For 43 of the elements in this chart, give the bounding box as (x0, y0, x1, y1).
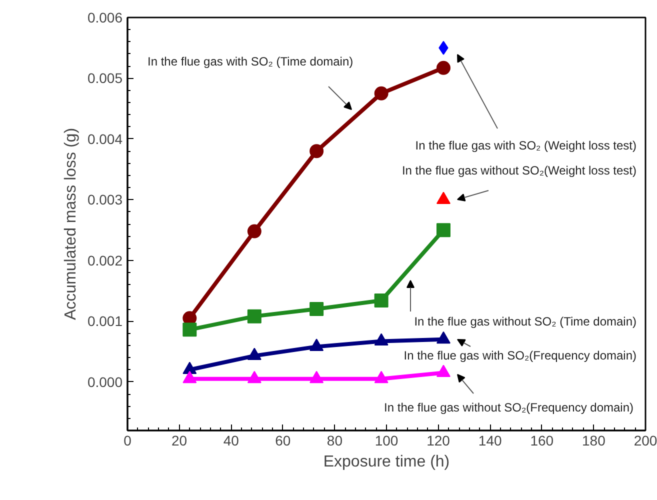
x-tick-label: 180 (582, 432, 606, 448)
point (374, 370, 388, 384)
x-tick-label: 20 (172, 432, 188, 448)
x-axis-title: Exposure time (h) (323, 454, 450, 470)
point (374, 86, 388, 100)
point (247, 348, 262, 360)
annotation: In the flue gas without SO₂(Weight loss test) (402, 164, 637, 178)
annotation: In the flue gas with SO₂ (Weight loss test) (415, 138, 637, 152)
annotation: In the flue gas without SO₂ (Time domain) (414, 314, 637, 328)
y-tick-label: 0.004 (87, 130, 123, 147)
x-tick-label: 40 (223, 432, 240, 448)
y-tick-label: 0.003 (87, 192, 123, 208)
point (182, 370, 197, 384)
point (436, 223, 450, 238)
x-tick-label: 60 (275, 432, 291, 448)
x-tick-label: 120 (426, 432, 450, 448)
point (247, 370, 262, 384)
point (436, 192, 450, 204)
point (247, 309, 262, 324)
y-axis-title: Accumulated mass loss (g) (62, 128, 80, 320)
y-tick-label: 0.005 (87, 70, 123, 86)
point (374, 333, 388, 346)
y-tick-label: 0.006 (87, 10, 123, 26)
point (247, 224, 262, 238)
point (310, 370, 324, 384)
y-tick-label: 0.002 (87, 252, 123, 268)
annotation: In the flue gas with SO₂ (Time domain) (148, 54, 354, 68)
annotation: In the flue gas with SO₂(Frequency domain) (404, 348, 637, 362)
x-tick-label: 140 (478, 432, 502, 448)
x-tick-label: 200 (634, 432, 657, 448)
x-tick-label: 100 (374, 432, 398, 448)
point (436, 331, 450, 344)
point (436, 364, 450, 378)
point (436, 60, 450, 75)
point (182, 362, 197, 374)
point (310, 338, 324, 351)
x-tick-label: 80 (326, 432, 343, 448)
annotation: In the flue gas without SO₂(Frequency domain) (384, 400, 634, 414)
y-tick-label: 0.000 (87, 374, 123, 390)
x-tick-label: 160 (530, 432, 554, 448)
x-tick-label: 0 (124, 432, 132, 448)
y-tick-label: 0.001 (87, 313, 123, 330)
point (310, 144, 324, 158)
